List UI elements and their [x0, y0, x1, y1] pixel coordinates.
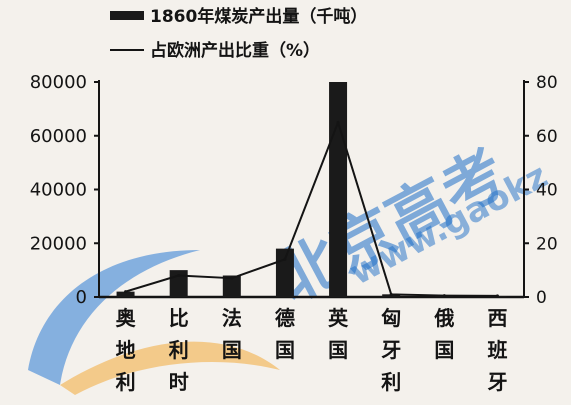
share-point [389, 292, 393, 296]
right-tick-label: 0 [536, 288, 547, 308]
category-label: 俄国 [433, 306, 454, 362]
category-label: 德国 [275, 306, 295, 362]
share-point [230, 276, 234, 280]
share-point [177, 274, 181, 277]
legend-label-line: 占欧洲产出比重（%） [150, 40, 320, 61]
category-label: 比利时 [169, 306, 189, 394]
legend: 1860年煤炭产出量（千吨） 占欧洲产出比重（%） [110, 6, 367, 61]
coal-output-bar [329, 82, 348, 297]
share-point [283, 257, 287, 261]
watermark-swoosh-accent [60, 341, 280, 395]
left-tick-label: 80000 [30, 72, 87, 93]
category-label: 西班牙 [487, 306, 507, 394]
left-axis-ticks: 0 20000 40000 60000 80000 [30, 72, 99, 308]
right-tick-label: 20 [536, 234, 558, 254]
right-tick-label: 80 [536, 73, 558, 93]
coal-output-bar [222, 275, 241, 297]
legend-swatch-bar [110, 11, 144, 20]
share-point [442, 294, 446, 298]
left-tick-label: 60000 [30, 126, 87, 147]
share-line-series [124, 120, 499, 298]
coal-output-bar [116, 291, 135, 297]
right-axis-ticks: 0 20 40 60 80 [524, 73, 558, 308]
legend-label-bar: 1860年煤炭产出量（千吨） [150, 6, 367, 27]
share-line [125, 121, 498, 297]
left-tick-label: 40000 [30, 180, 87, 201]
category-label: 英国 [328, 306, 349, 362]
left-tick-label: 0 [76, 287, 87, 308]
category-label: 匈牙利 [381, 306, 401, 394]
share-point [495, 294, 499, 298]
right-tick-label: 60 [536, 127, 558, 147]
coal-output-bar [275, 248, 294, 297]
share-point [336, 120, 340, 124]
category-label: 法国 [222, 306, 242, 362]
left-tick-label: 20000 [30, 233, 87, 254]
share-point [124, 290, 128, 294]
category-label: 奥地利 [116, 306, 137, 394]
watermark-swoosh [28, 250, 200, 385]
right-tick-label: 40 [536, 181, 558, 201]
